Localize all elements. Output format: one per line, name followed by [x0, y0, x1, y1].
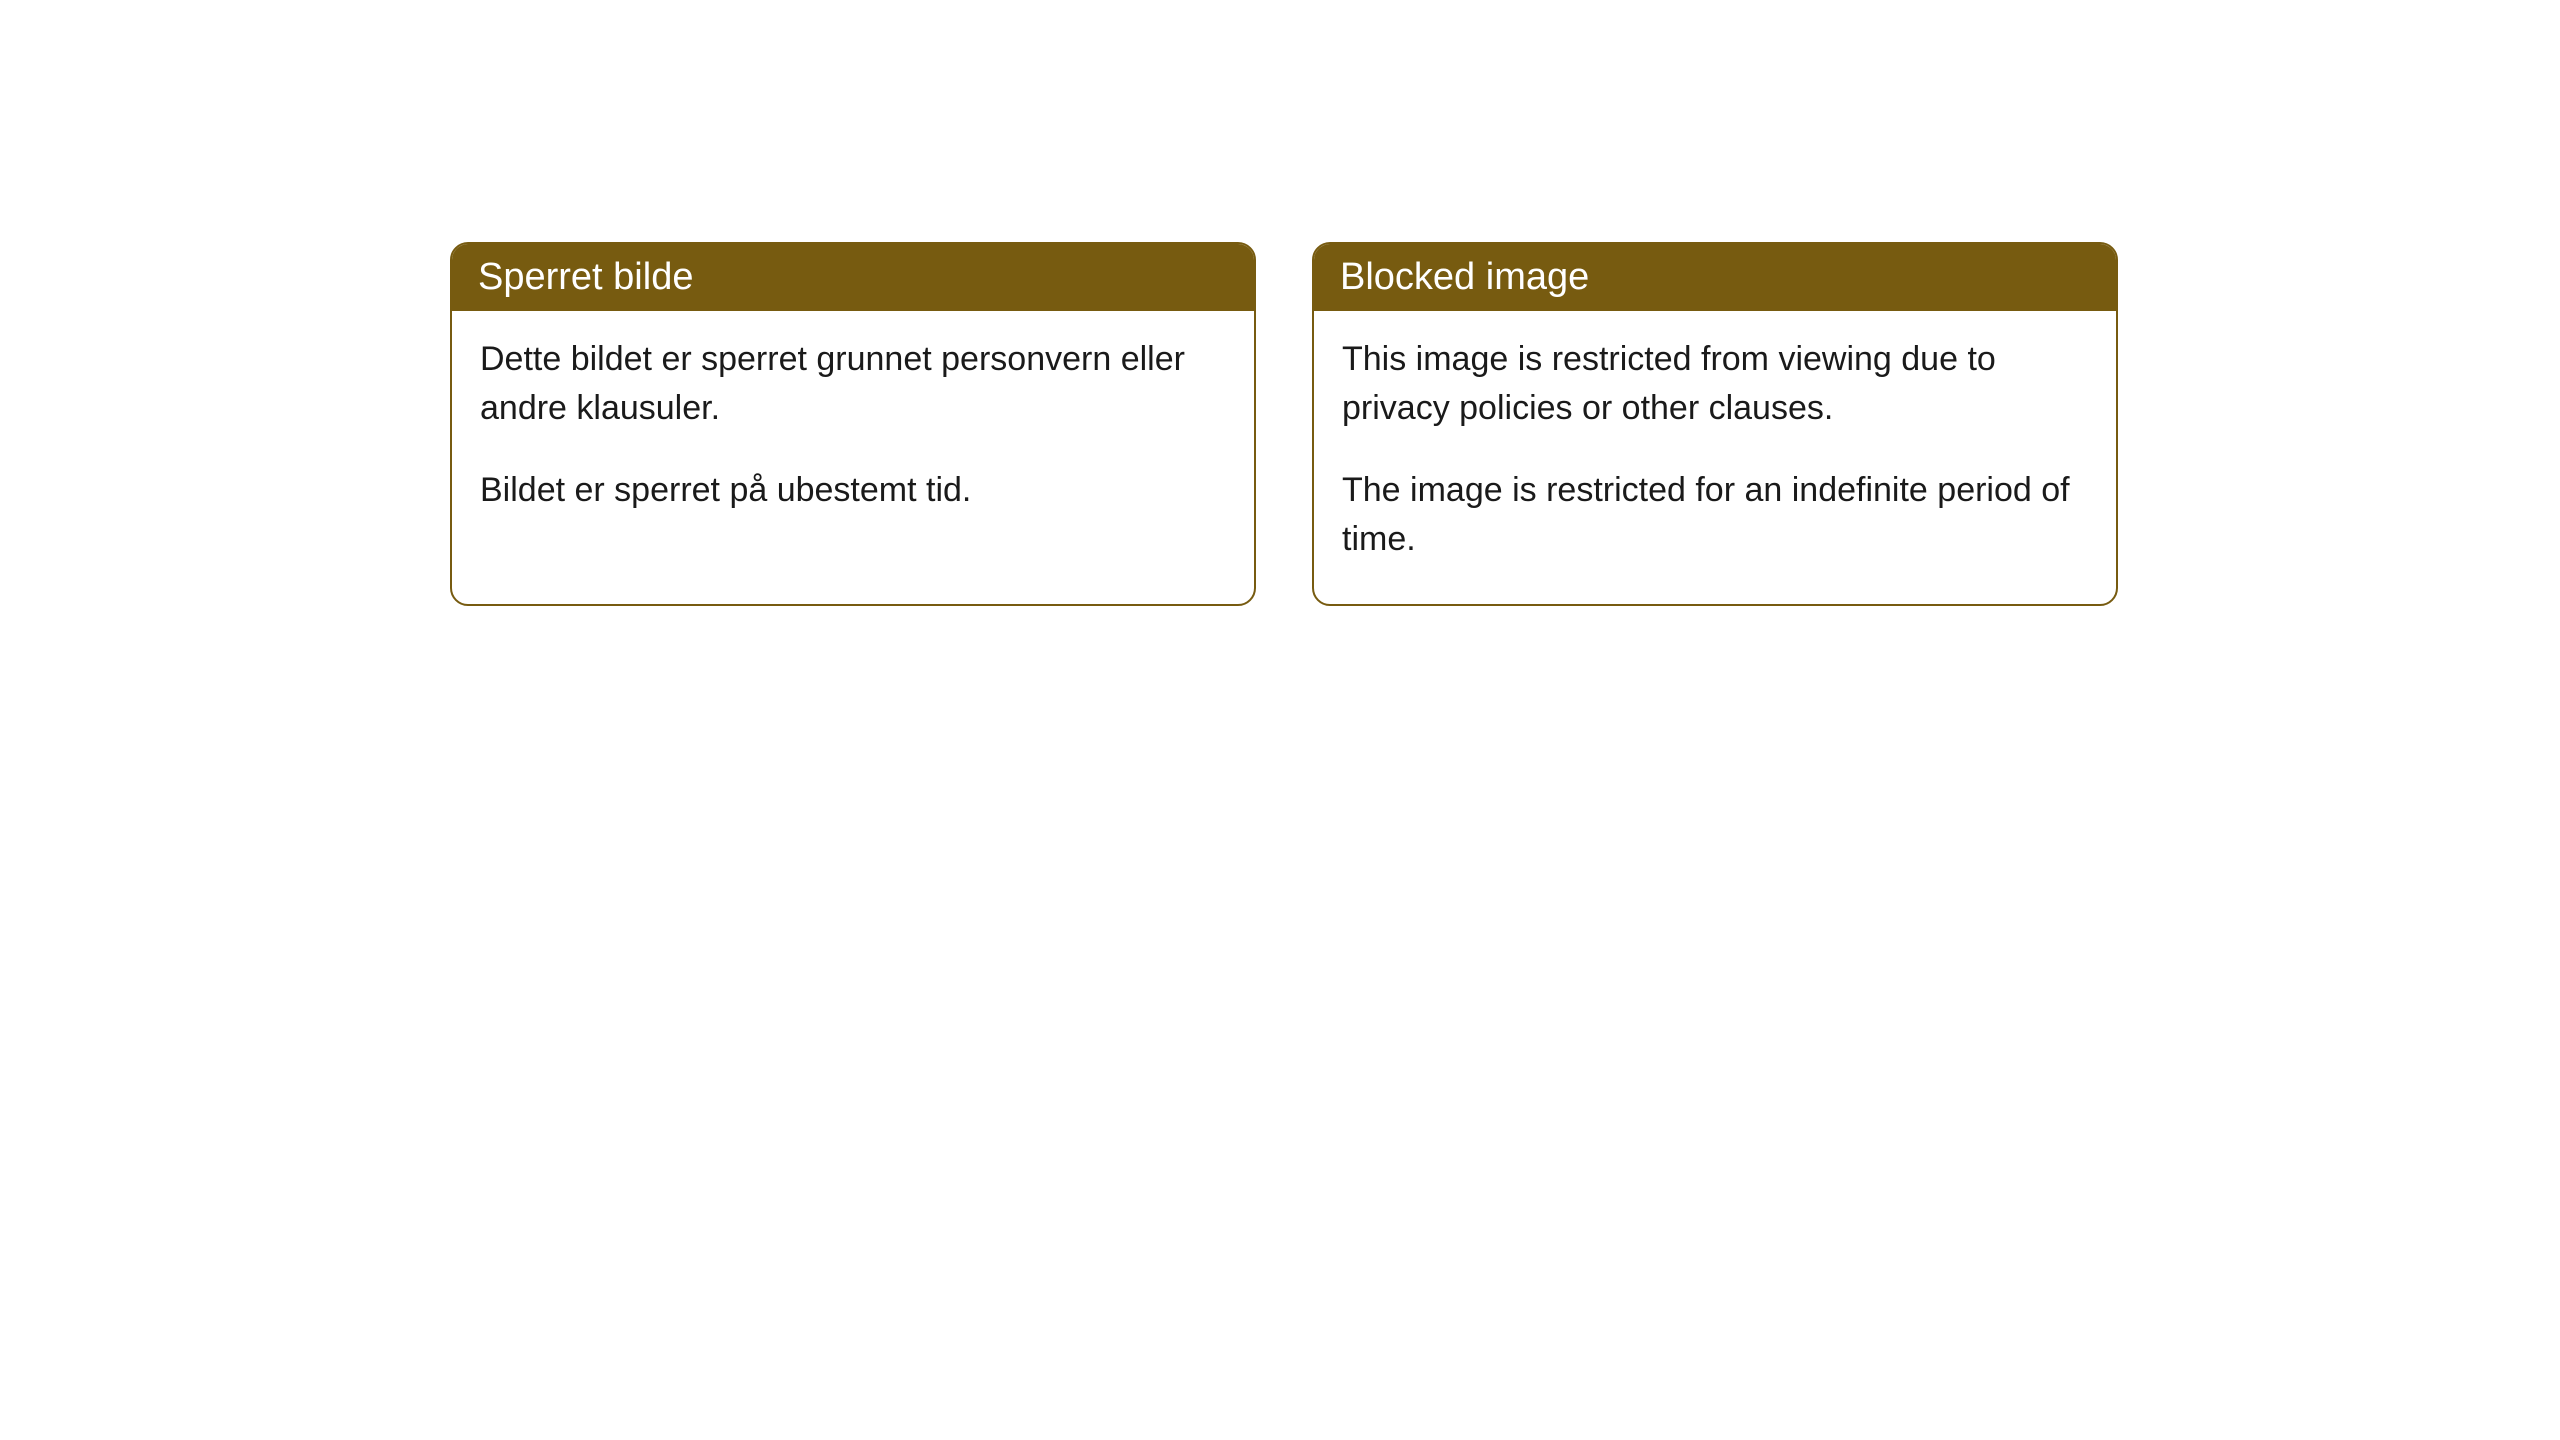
card-title: Sperret bilde — [478, 256, 693, 298]
card-title: Blocked image — [1340, 256, 1589, 298]
card-body: Dette bildet er sperret grunnet personve… — [452, 311, 1254, 555]
notice-card-norwegian: Sperret bilde Dette bildet er sperret gr… — [450, 242, 1256, 606]
card-paragraph: Bildet er sperret på ubestemt tid. — [480, 466, 1226, 515]
card-header: Blocked image — [1314, 244, 2116, 311]
notice-container: Sperret bilde Dette bildet er sperret gr… — [0, 0, 2560, 606]
card-paragraph: Dette bildet er sperret grunnet personve… — [480, 335, 1226, 434]
notice-card-english: Blocked image This image is restricted f… — [1312, 242, 2118, 606]
card-paragraph: This image is restricted from viewing du… — [1342, 335, 2088, 434]
card-body: This image is restricted from viewing du… — [1314, 311, 2116, 604]
card-header: Sperret bilde — [452, 244, 1254, 311]
card-paragraph: The image is restricted for an indefinit… — [1342, 466, 2088, 565]
